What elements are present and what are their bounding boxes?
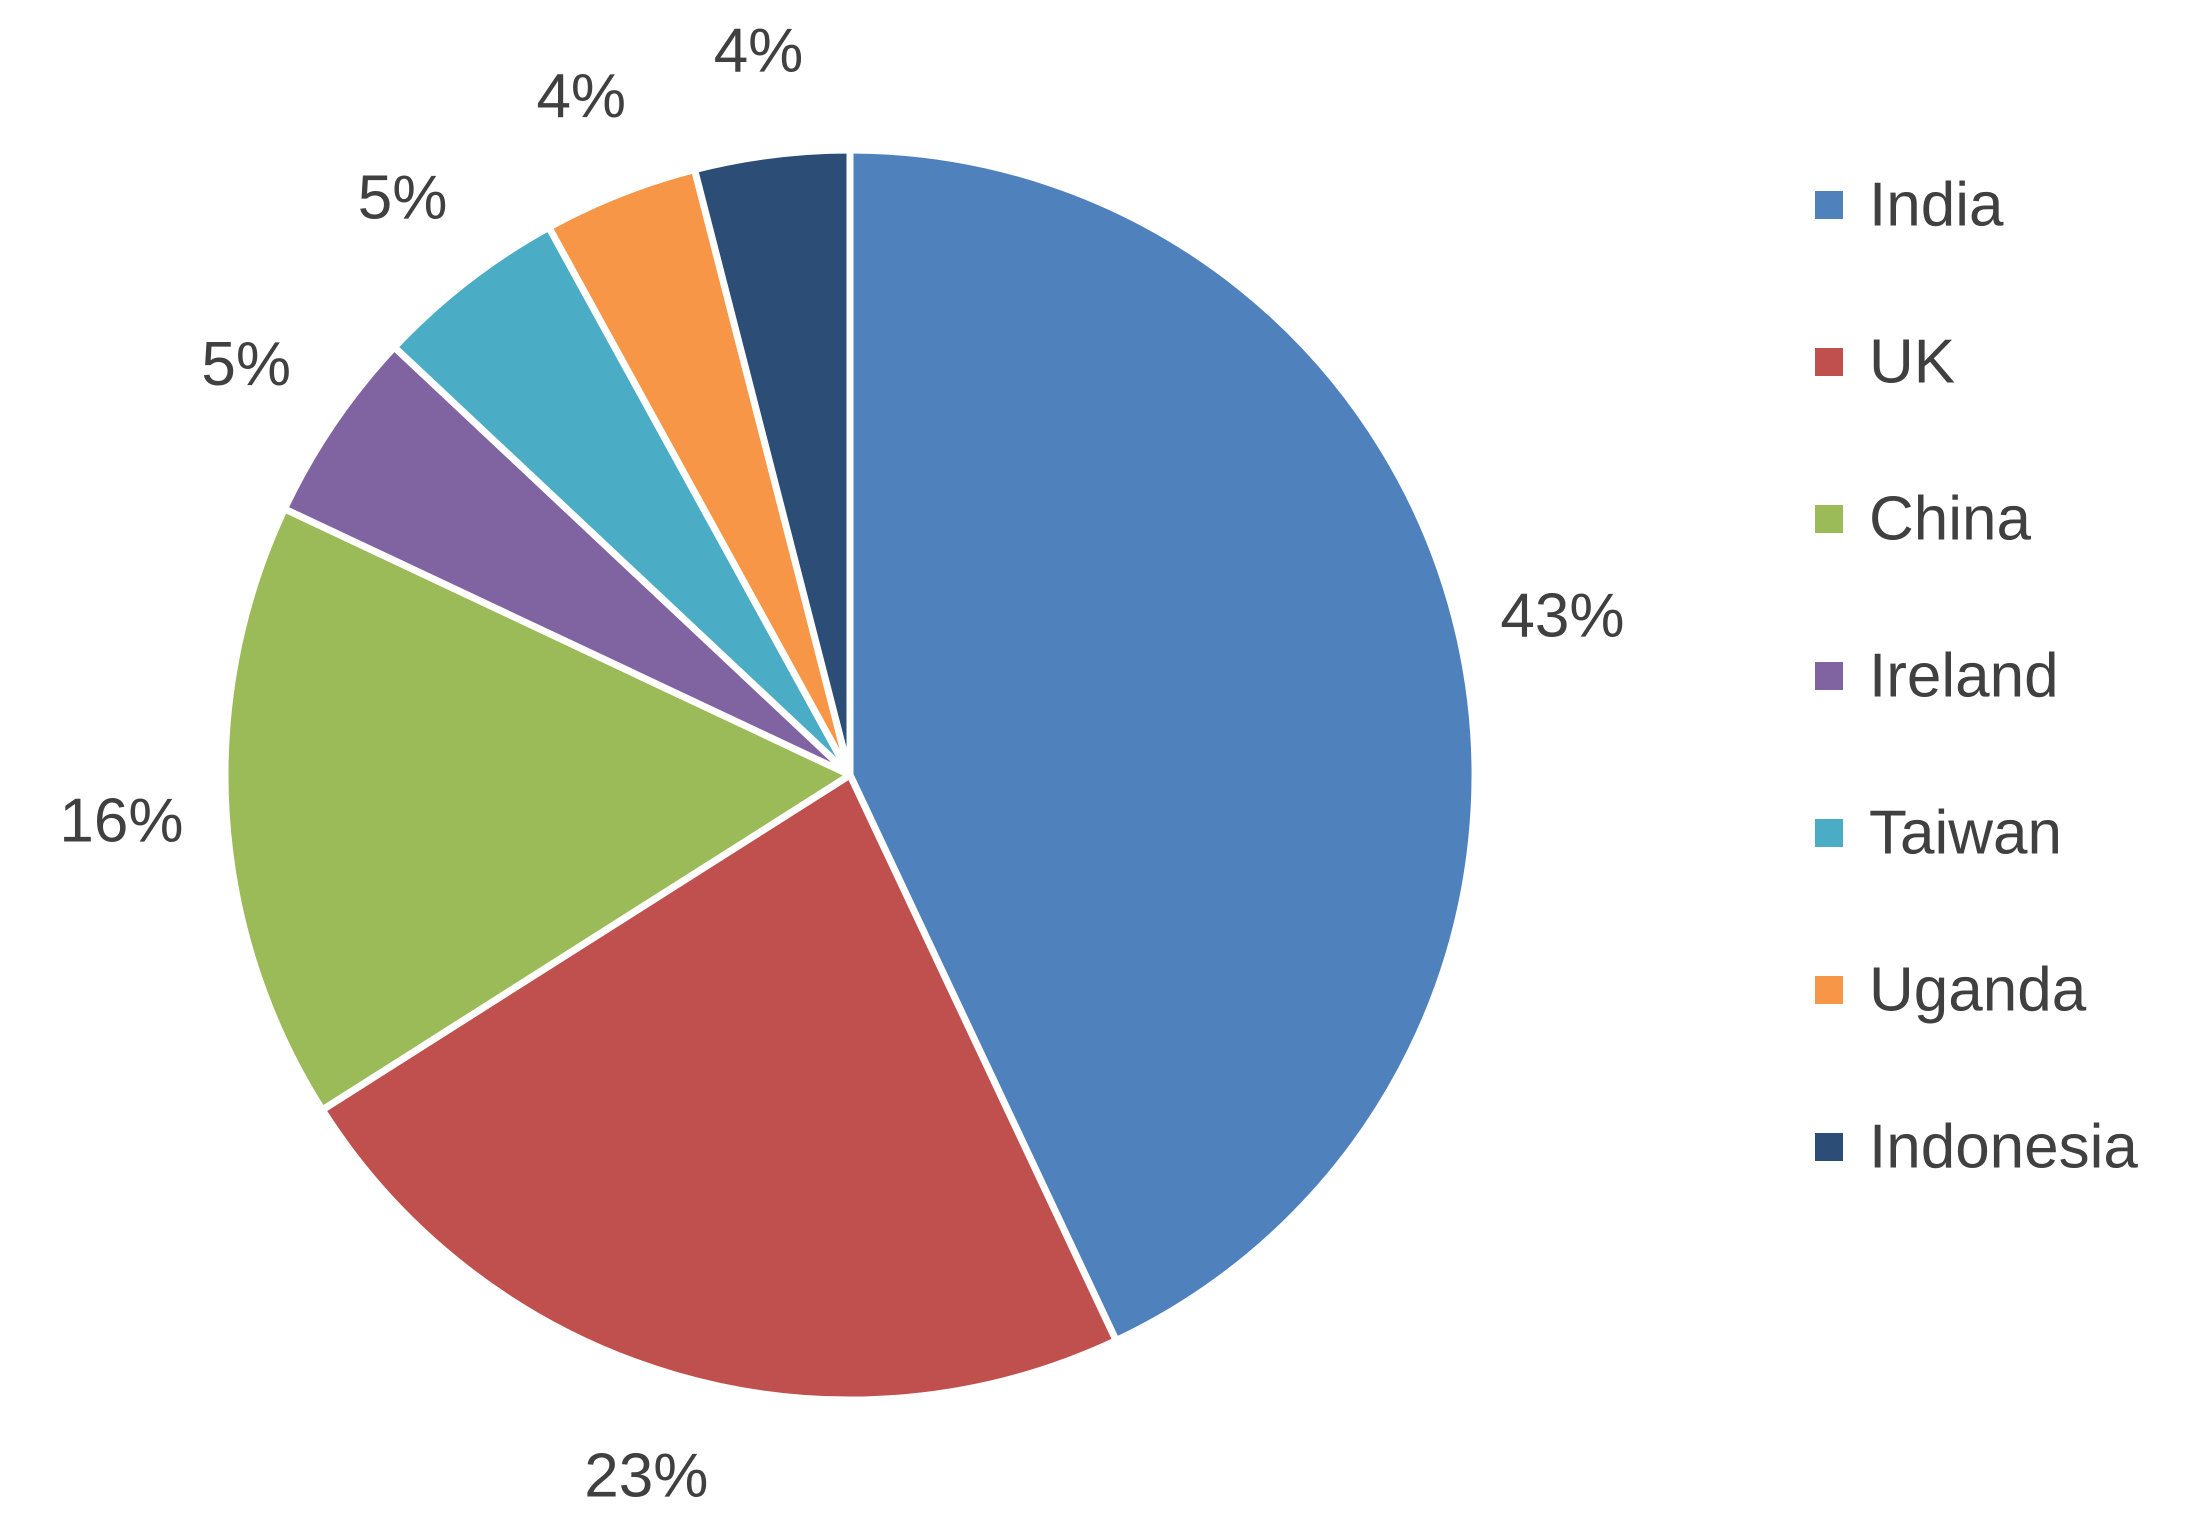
legend-label-indonesia: Indonesia — [1869, 1113, 2138, 1182]
pie-slices — [221, 146, 1479, 1404]
legend-label-china: China — [1869, 485, 2032, 554]
legend-item-china: China — [1815, 485, 2032, 554]
data-label-indonesia: 4% — [714, 16, 804, 85]
pie-slice-china — [221, 505, 854, 1114]
data-label-india: 43% — [1500, 581, 1624, 650]
legend-swatch-india — [1815, 191, 1843, 219]
legend-item-uganda: Uganda — [1815, 956, 2087, 1025]
legend-item-indonesia: Indonesia — [1815, 1113, 2138, 1182]
legend-label-ireland: Ireland — [1869, 642, 2059, 711]
legend-label-india: India — [1869, 171, 2004, 240]
legend: India UK China Ireland Taiwan Uganda Indonesia — [1815, 171, 2138, 1182]
pie-slice-indonesia — [691, 146, 854, 779]
data-label-china: 16% — [59, 786, 183, 855]
legend-label-taiwan: Taiwan — [1869, 799, 2062, 868]
data-labels: 43% 23% 16% 5% 5% 4% 4% — [59, 16, 1624, 1510]
pie-slice-taiwan — [390, 223, 854, 779]
legend-label-uganda: Uganda — [1869, 956, 2087, 1025]
legend-swatch-uganda — [1815, 976, 1843, 1004]
legend-swatch-ireland — [1815, 662, 1843, 690]
pie-slice-uk — [318, 771, 1120, 1404]
legend-swatch-taiwan — [1815, 819, 1843, 847]
pie-slice-india — [846, 146, 1479, 1345]
legend-item-ireland: Ireland — [1815, 642, 2059, 711]
data-label-ireland: 5% — [201, 330, 291, 399]
legend-item-uk: UK — [1815, 328, 1955, 397]
legend-label-uk: UK — [1869, 328, 1955, 397]
data-label-uganda: 4% — [536, 62, 626, 131]
legend-item-taiwan: Taiwan — [1815, 799, 2062, 868]
data-label-uk: 23% — [584, 1442, 708, 1511]
data-label-taiwan: 5% — [358, 164, 448, 233]
pie-slice-ireland — [280, 343, 854, 779]
legend-swatch-indonesia — [1815, 1133, 1843, 1161]
legend-swatch-uk — [1815, 348, 1843, 376]
legend-item-india: India — [1815, 171, 2004, 240]
legend-swatch-china — [1815, 505, 1843, 533]
